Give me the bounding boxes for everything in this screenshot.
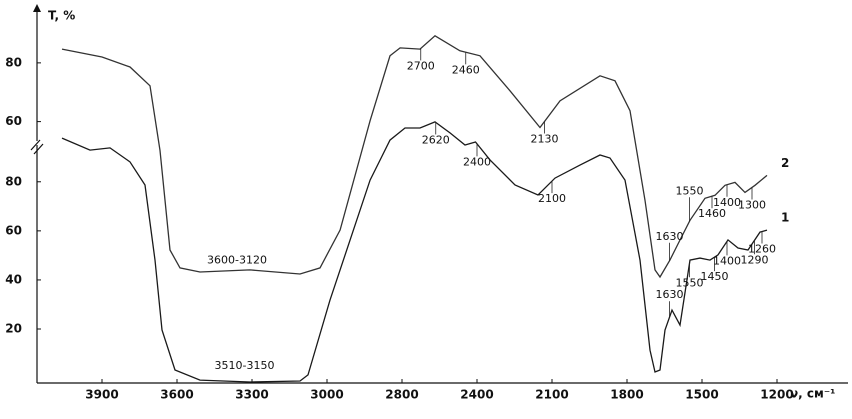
annotation: 2400 [463,155,491,168]
annotation: 2460 [452,63,480,76]
annotation: 1290 [741,253,769,266]
x-tick-label: 3300 [235,388,268,402]
annotation: 1260 [748,243,776,256]
annotation: 2130 [531,132,559,145]
annotation: 1550 [676,276,704,289]
x-tick-label: 2400 [460,388,493,402]
x-tick-label: 2800 [385,388,418,402]
y-tick-label: 20 [5,322,22,336]
y-tick-label: 40 [5,272,22,286]
x-tick-label: 1500 [685,388,718,402]
x-tick-label: 1200 [760,388,793,402]
x-tick-label: 3600 [160,388,193,402]
x-tick-label: 3000 [310,388,343,402]
y-tick-label: 80 [5,174,22,188]
annotation: 1450 [701,270,729,283]
spectrum-line [61,121,768,383]
annotation: 1400 [713,196,741,209]
annotation: 3510-3150 [215,359,275,372]
x-tick-label: 3900 [85,388,118,402]
annotation: 1630 [656,288,684,301]
y-axis-label: T, % [48,9,75,23]
annotation: 3600-3120 [207,253,267,266]
y-tick-label: 60 [5,223,22,237]
series-label: 1 [781,211,789,225]
annotation: 2100 [538,192,566,205]
annotation: 1550 [676,184,704,197]
annotation: 1300 [738,198,766,211]
series-label: 2 [781,156,789,170]
annotation: 1460 [698,207,726,220]
x-tick-label: 2100 [535,388,568,402]
axis-break [30,139,44,155]
y2-tick-label: 80 [5,55,22,69]
annotation: 1630 [656,230,684,243]
x-axis-label: ν, см⁻¹ [790,387,835,401]
annotation: 2700 [407,59,435,72]
y2-tick-label: 60 [5,114,22,128]
x-tick-label: 1800 [610,388,643,402]
annotation: 1400 [713,254,741,267]
annotation: 2620 [422,133,450,146]
y-axis-arrow [33,4,41,12]
spectrum-line [61,34,768,279]
